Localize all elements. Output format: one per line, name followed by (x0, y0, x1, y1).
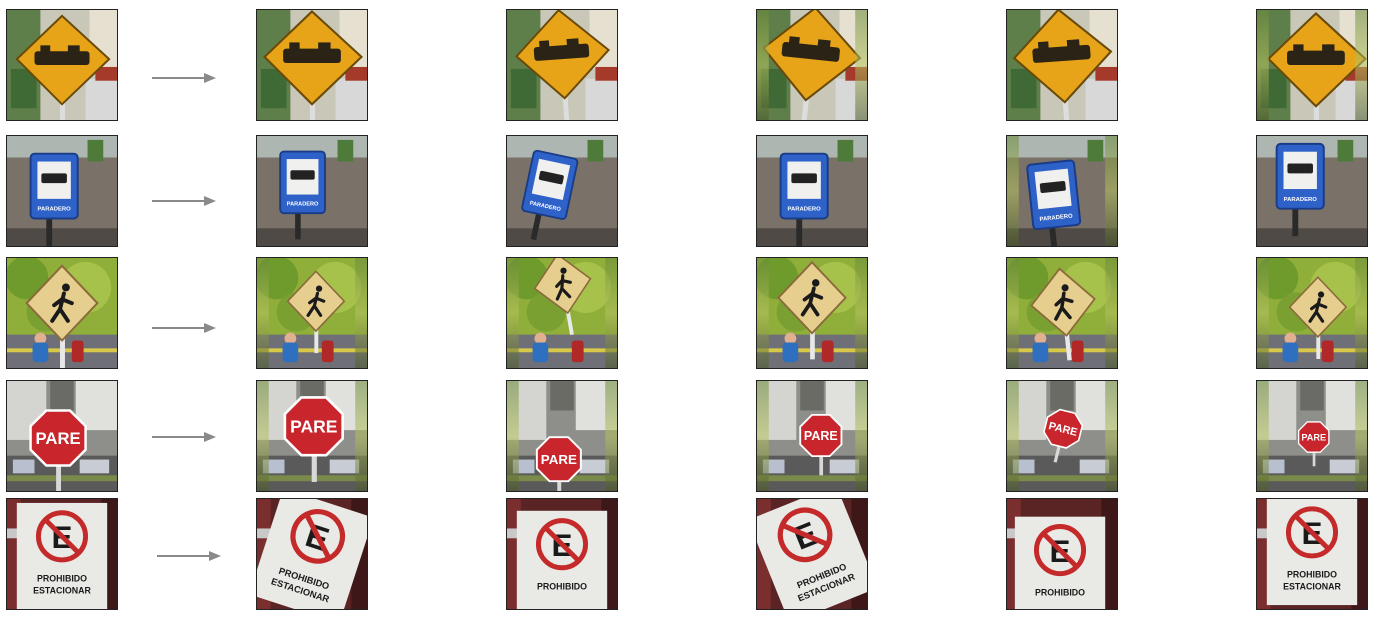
no-parking-sign-icon: E PROHIBIDO ESTACIONAR (757, 499, 867, 609)
sample-tile-r3-c4 (756, 257, 868, 369)
sample-tile-r2-c2: PARADERO (256, 135, 368, 247)
stop-sign-label: PARE (36, 429, 81, 448)
sample-tile-r1-c5 (1006, 9, 1118, 121)
bus-stop-sign-icon: PARADERO (1026, 159, 1082, 246)
sample-tile-r3-c3 (506, 257, 618, 369)
stop-sign-icon: PARE (1043, 408, 1084, 463)
transform-arrow-icon (152, 431, 216, 443)
sample-tile-r5-c6: E PROHIBIDO ESTACIONAR (1256, 498, 1368, 610)
stop-sign-icon: PARE (283, 396, 344, 482)
sample-tile-r3-c1 (6, 257, 118, 369)
warning-diamond-sign-icon (762, 10, 862, 120)
sample-tile-r2-c5: PARADERO (1006, 135, 1118, 247)
no-parking-label: PROHIBIDO (1287, 570, 1337, 580)
stop-sign-icon: PARE (29, 409, 87, 491)
pedestrian-sign-icon (1030, 267, 1096, 361)
bus-stop-sign-icon: PARADERO (279, 150, 326, 240)
bus-stop-sign-icon: PARADERO (779, 152, 829, 246)
sample-tile-r4-c6: PARE (1256, 380, 1368, 492)
bus-stop-label: PARADERO (38, 207, 72, 213)
no-parking-sign-icon: E PROHIBIDO ESTACIONAR (1266, 499, 1358, 606)
sample-tile-r2-c1: PARADERO (6, 135, 118, 247)
sample-tile-r4-c1: PARE (6, 380, 118, 492)
warning-diamond-sign-icon (15, 14, 111, 120)
bus-stop-sign-icon: PARADERO (29, 152, 79, 246)
no-parking-sign-icon: E PROHIBIDO ESTACIONAR (16, 502, 108, 609)
transform-arrow-icon (152, 72, 216, 84)
sample-tile-r1-c1 (6, 9, 118, 121)
no-parking-sign-icon: E PROHIBIDO ESTACIONAR (257, 499, 367, 609)
sample-tile-r1-c6 (1256, 9, 1368, 121)
stop-sign-icon: PARE (799, 413, 843, 476)
svg-text:ESTACIONAR: ESTACIONAR (33, 585, 91, 595)
no-parking-sign-icon: E PROHIBIDO (516, 510, 608, 609)
warning-diamond-sign-icon (1012, 10, 1113, 120)
warning-diamond-sign-icon (1267, 12, 1367, 120)
pedestrian-sign-icon (25, 264, 99, 368)
sample-tile-r2-c4: PARADERO (756, 135, 868, 247)
sample-tile-r1-c2 (256, 9, 368, 121)
pedestrian-sign-icon (777, 260, 847, 360)
transform-arrow-icon (152, 195, 216, 207)
sample-tile-r5-c1: E PROHIBIDO ESTACIONAR (6, 498, 118, 610)
no-parking-label: PROHIBIDO (37, 574, 87, 584)
sample-tile-r3-c2 (256, 257, 368, 369)
sample-tile-r4-c5: PARE (1006, 380, 1118, 492)
no-parking-sign-icon: E PROHIBIDO (1014, 516, 1106, 609)
stop-sign-icon: PARE (535, 436, 582, 491)
warning-diamond-sign-icon (515, 10, 611, 120)
sample-tile-r1-c3 (506, 9, 618, 121)
sample-tile-r5-c2: E PROHIBIDO ESTACIONAR (256, 498, 368, 610)
bus-stop-label: PARADERO (1284, 197, 1318, 203)
stop-sign-label: PARE (541, 452, 577, 467)
sample-tile-r3-c6 (1256, 257, 1368, 369)
svg-text:ESTACIONAR: ESTACIONAR (1283, 581, 1341, 591)
stop-sign-label: PARE (290, 416, 337, 436)
bus-stop-label: PARADERO (788, 207, 822, 213)
pedestrian-sign-icon (286, 270, 346, 354)
sample-tile-r2-c6: PARADERO (1256, 135, 1368, 247)
sample-tile-r5-c4: E PROHIBIDO ESTACIONAR (756, 498, 868, 610)
transform-arrow-icon (152, 322, 216, 334)
warning-diamond-sign-icon (263, 10, 364, 120)
stop-sign-label: PARE (804, 429, 838, 443)
sample-tile-r4-c2: PARE (256, 380, 368, 492)
stop-sign-label: PARE (1301, 432, 1326, 442)
sample-tile-r1-c4 (756, 9, 868, 121)
pedestrian-sign-icon (533, 258, 592, 335)
bus-stop-sign-icon: PARADERO (521, 149, 579, 241)
sample-tile-r4-c3: PARE (506, 380, 618, 492)
bus-stop-label: PARADERO (287, 202, 319, 208)
no-parking-label: PROHIBIDO (1035, 587, 1085, 597)
transform-arrow-icon (157, 550, 221, 562)
sample-tile-r5-c3: E PROHIBIDO (506, 498, 618, 610)
sample-tile-r3-c5 (1006, 257, 1118, 369)
stop-sign-icon: PARE (1297, 421, 1330, 467)
sample-tile-r4-c4: PARE (756, 380, 868, 492)
pedestrian-sign-icon (1288, 276, 1348, 359)
no-parking-label: PROHIBIDO (537, 581, 587, 591)
sample-tile-r5-c5: E PROHIBIDO (1006, 498, 1118, 610)
bus-stop-sign-icon: PARADERO (1275, 142, 1325, 237)
sample-tile-r2-c3: PARADERO (506, 135, 618, 247)
bus-stop-label: PARADERO (1039, 213, 1073, 222)
